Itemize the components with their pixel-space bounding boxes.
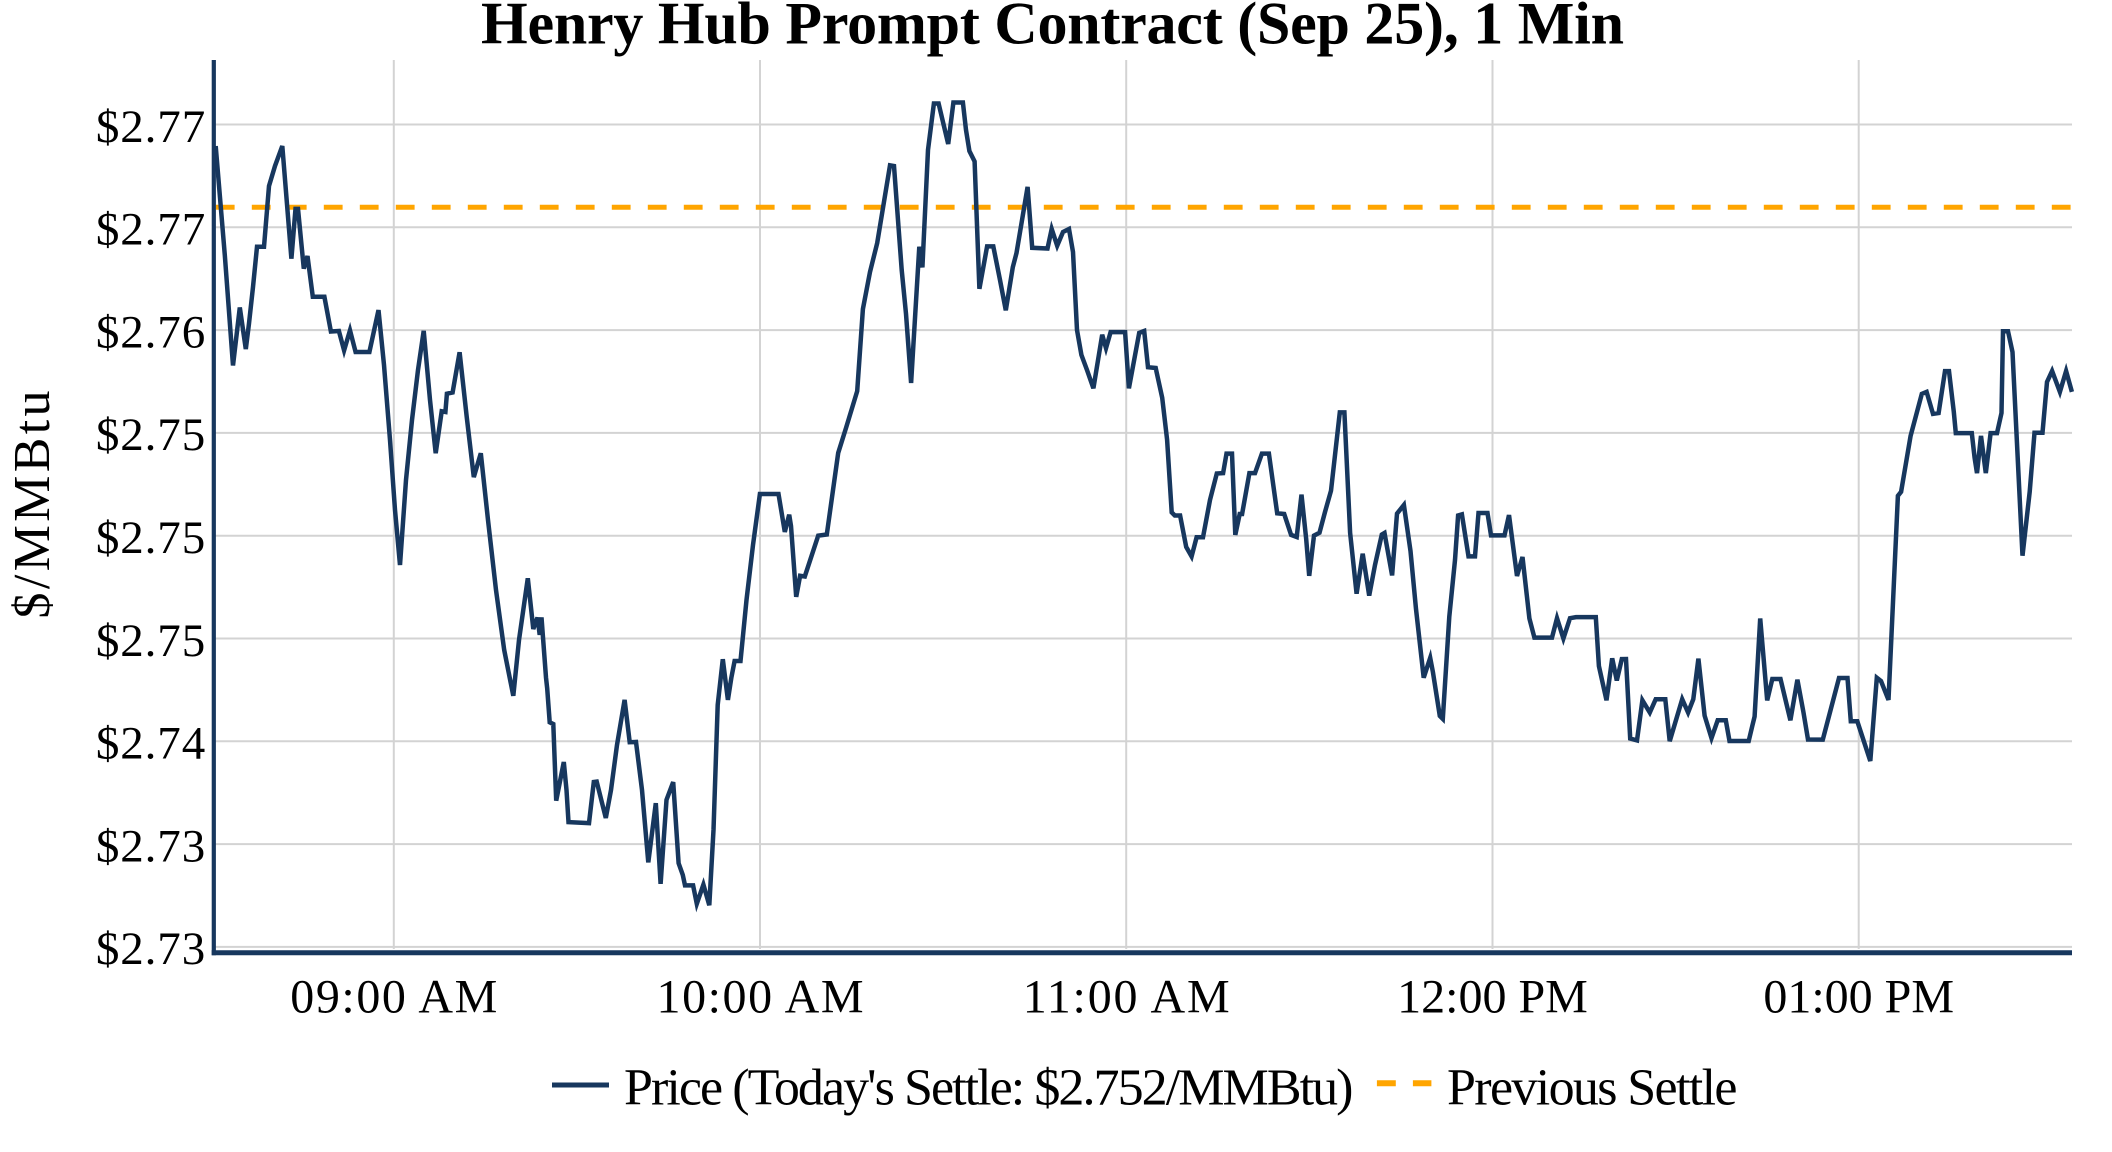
svg-text:10:00 AM: 10:00 AM [657, 971, 864, 1024]
svg-text:01:00 PM: 01:00 PM [1763, 971, 1954, 1024]
svg-text:$2.73: $2.73 [96, 820, 205, 872]
svg-text:$/MMBtu: $/MMBtu [4, 390, 61, 618]
svg-text:$2.76: $2.76 [96, 306, 205, 358]
svg-text:$2.74: $2.74 [96, 718, 205, 770]
svg-text:$2.77: $2.77 [96, 101, 205, 153]
svg-text:09:00 AM: 09:00 AM [290, 971, 497, 1024]
svg-text:12:00 PM: 12:00 PM [1397, 971, 1588, 1024]
svg-text:$2.75: $2.75 [96, 615, 205, 667]
svg-text:$2.77: $2.77 [96, 204, 205, 256]
svg-text:11:00 AM: 11:00 AM [1023, 971, 1230, 1024]
svg-text:Previous Settle: Previous Settle [1447, 1060, 1738, 1117]
svg-text:$2.75: $2.75 [96, 409, 205, 461]
svg-text:$2.73: $2.73 [96, 923, 205, 975]
svg-text:Price (Today's Settle: $2.752/: Price (Today's Settle: $2.752/MMBtu) [624, 1060, 1354, 1117]
svg-text:$2.75: $2.75 [96, 512, 205, 564]
svg-text:Henry Hub Prompt Contract (Sep: Henry Hub Prompt Contract (Sep 25), 1 Mi… [481, 0, 1624, 57]
